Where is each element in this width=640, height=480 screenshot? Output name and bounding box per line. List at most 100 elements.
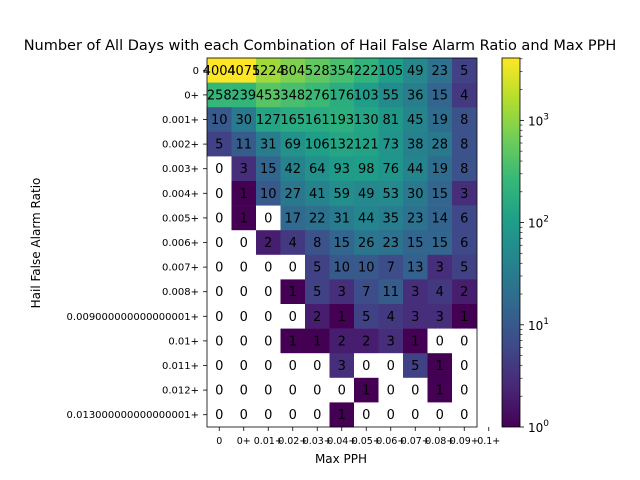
- cell-value-label: 73: [382, 138, 399, 153]
- cell-value-label: 5: [411, 359, 419, 374]
- cell-value-label: 132: [329, 138, 354, 153]
- heatmap-cell: [231, 181, 257, 206]
- cell-value-label: 0: [240, 285, 248, 300]
- cell-value-label: 42: [284, 162, 301, 177]
- heatmap-cell: [452, 377, 477, 403]
- heatmap-cell: [452, 230, 477, 256]
- cell-value-label: 453: [256, 88, 281, 103]
- heatmap-cell: [305, 107, 330, 133]
- cell-value-label: 1: [289, 285, 297, 300]
- colorbar: [501, 57, 521, 428]
- heatmap-cell: [329, 156, 355, 182]
- cell-value-label: 27: [284, 187, 301, 202]
- heatmap-cell: [427, 377, 453, 403]
- cell-value-label: 4: [460, 88, 468, 103]
- cell-value-label: 2: [313, 310, 321, 325]
- heatmap-cell: [329, 254, 355, 280]
- cell-value-label: 10: [333, 261, 350, 276]
- heatmap-cell: [403, 82, 428, 108]
- heatmap-cell: [452, 402, 477, 428]
- heatmap-cell: [256, 131, 281, 157]
- cell-value-label: 2: [362, 334, 370, 349]
- heatmap-cell: [378, 353, 404, 379]
- heatmap-cell: [378, 107, 404, 133]
- heatmap-cell: [403, 181, 428, 206]
- cell-value-label: 0: [215, 236, 223, 251]
- heatmap-cell: [403, 279, 428, 305]
- x-tick-label: 0+: [237, 436, 251, 447]
- heatmap-cell: [427, 279, 453, 305]
- heatmap-cell: [256, 230, 281, 256]
- heatmap-cell: [354, 254, 379, 280]
- heatmap-cell: [207, 58, 232, 83]
- cell-value-label: 81: [382, 113, 399, 128]
- heatmap-cell: [231, 377, 257, 403]
- heatmap-cell: [378, 254, 404, 280]
- heatmap-cell: [329, 107, 355, 133]
- heatmap-cell: [207, 181, 232, 206]
- heatmap-cell: [280, 82, 306, 108]
- heatmap-cell: [427, 230, 453, 256]
- x-tick-label: 0.06+: [376, 436, 405, 447]
- heatmap-cell: [403, 402, 428, 428]
- cell-value-label: 239: [231, 88, 256, 103]
- cell-value-label: 5: [313, 285, 321, 300]
- cell-value-label: 93: [333, 162, 350, 177]
- heatmap-cell: [329, 230, 355, 256]
- heatmap-cell: [280, 402, 306, 428]
- heatmap-cell: [354, 156, 379, 182]
- x-axis: 0 0+ 0.01+0.02+0.03+0.04+0.05+0.06+0.07+0.…: [216, 427, 500, 447]
- cell-value-label: 0: [215, 285, 223, 300]
- heatmap-cell: [256, 107, 281, 133]
- colorbar-axis: 100 101 102 103: [520, 58, 549, 435]
- heatmap-cell: [354, 328, 379, 354]
- heatmap-cell: [207, 402, 232, 428]
- heatmap-cell: [378, 82, 404, 108]
- heatmap-cell: [231, 328, 257, 354]
- cell-value-label: 8: [460, 138, 468, 153]
- cell-value-label: 3: [387, 334, 395, 349]
- cell-value-label: 804: [280, 64, 305, 79]
- heatmap-cell: [256, 328, 281, 354]
- heatmap-cell: [207, 254, 232, 280]
- heatmap-cell: [378, 304, 404, 329]
- heatmap-cell: [207, 279, 232, 305]
- cell-value-label: 1: [436, 384, 444, 399]
- heatmap-cell: [403, 328, 428, 354]
- heatmap-cell: [427, 82, 453, 108]
- cell-value-label: 10: [211, 113, 228, 128]
- y-tick-label: 0.006+: [162, 238, 199, 249]
- heatmap-cell: [452, 205, 477, 231]
- cell-value-label: 0: [264, 408, 272, 423]
- heatmap-cell: [256, 58, 281, 83]
- y-tick-label: 0: [193, 66, 199, 77]
- cell-value-label: 0: [289, 310, 297, 325]
- y-axis-label: Hail False Alarm Ratio: [29, 178, 43, 309]
- heatmap-cell: [305, 230, 330, 256]
- y-axis: 0 0+ 0.001+ 0.002+ 0.003+ 0.004+ 0.005+ 0.006+ 0…: [67, 66, 207, 421]
- cell-value-label: 44: [407, 162, 424, 177]
- y-tick-label: 0.011+: [162, 361, 199, 372]
- cell-value-label: 105: [378, 64, 403, 79]
- heatmap-cell: [280, 328, 306, 354]
- x-tick-label: 0.09+: [450, 436, 479, 447]
- cell-value-label: 28: [431, 138, 448, 153]
- cell-value-label: 5: [460, 64, 468, 79]
- cell-value-label: 0: [240, 334, 248, 349]
- cell-value-label: 10: [358, 261, 375, 276]
- heatmap-cell: [452, 328, 477, 354]
- cell-value-label: 0: [240, 310, 248, 325]
- heatmap-cell: [378, 181, 404, 206]
- cell-value-label: 23: [407, 211, 424, 226]
- heatmap-cell: [427, 181, 453, 206]
- heatmap-cell: [452, 107, 477, 133]
- heatmap-cell: [403, 304, 428, 329]
- heatmap-cell: [403, 254, 428, 280]
- heatmap-cell: [305, 156, 330, 182]
- cell-value-label: 11: [235, 138, 252, 153]
- cell-value-label: 5: [313, 261, 321, 276]
- heatmap-cell: [452, 131, 477, 157]
- cell-value-label: 41: [309, 187, 326, 202]
- heatmap-cell: [378, 279, 404, 305]
